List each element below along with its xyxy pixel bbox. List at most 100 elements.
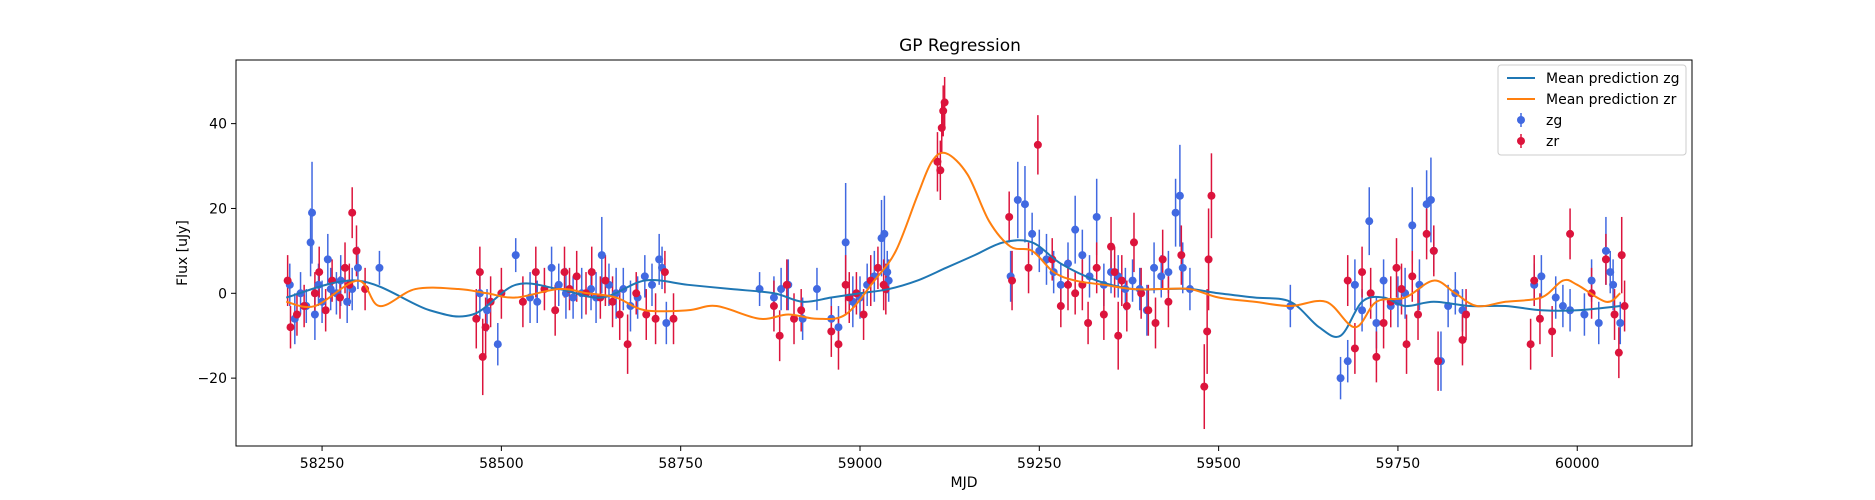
y-tick-label: 20 <box>209 201 227 217</box>
plot-frame <box>235 59 1693 447</box>
x-tick-label: 59500 <box>1196 456 1241 472</box>
legend-box <box>1497 64 1687 156</box>
legend: Mean prediction zg Mean prediction zr zg… <box>1497 64 1687 156</box>
data-point-zr <box>1526 340 1535 349</box>
data-point-zr <box>1535 314 1544 323</box>
data-point-zr <box>286 323 295 332</box>
data-point-zg <box>310 310 319 319</box>
data-point-zg <box>547 263 556 272</box>
data-point-zr <box>1203 327 1212 336</box>
data-point-zr <box>531 268 540 277</box>
data-point-zg <box>655 255 664 264</box>
data-point-zg <box>1365 217 1374 226</box>
data-point-zr <box>1008 276 1017 285</box>
chart-title: GP Regression <box>899 36 1021 56</box>
data-point-zr <box>587 268 596 277</box>
data-point-zr <box>478 352 487 361</box>
data-point-zg <box>769 293 778 302</box>
data-point-zr <box>1458 335 1467 344</box>
data-point-zr <box>1422 229 1431 238</box>
data-point-zr <box>827 327 836 336</box>
data-point-zr <box>608 297 617 306</box>
data-point-zr <box>873 263 882 272</box>
data-point-zr <box>321 306 330 315</box>
data-point-zg <box>1408 221 1417 230</box>
data-point-zr <box>572 272 581 281</box>
data-point-zr <box>1200 382 1209 391</box>
data-point-zg <box>375 263 384 272</box>
data-point-zr <box>1392 263 1401 272</box>
data-point-zr <box>937 123 946 132</box>
data-point-zg <box>880 229 889 238</box>
data-point-zr <box>481 323 490 332</box>
data-point-zr <box>1462 310 1471 319</box>
data-point-zr <box>283 276 292 285</box>
data-point-zg <box>1078 251 1087 260</box>
data-point-zr <box>352 246 361 255</box>
x-tick-label: 60000 <box>1555 456 1600 472</box>
data-point-zr <box>348 208 357 217</box>
data-point-zg <box>1128 276 1137 285</box>
data-point-zr <box>1071 289 1080 298</box>
data-point-zg <box>648 280 656 289</box>
data-point-zg <box>1028 229 1037 238</box>
data-point-zg <box>511 251 520 260</box>
data-point-zr <box>790 314 799 323</box>
data-point-zr <box>1402 340 1411 349</box>
legend-label-mean-zr: Mean prediction zr <box>1546 92 1677 108</box>
data-point-zg <box>1426 195 1435 204</box>
x-tick-label: 58750 <box>658 456 703 472</box>
data-point-zr <box>1366 289 1375 298</box>
data-point-zr <box>632 289 641 298</box>
data-point-zr <box>1122 302 1131 311</box>
data-point-zg <box>1551 293 1560 302</box>
data-point-zg <box>1175 191 1184 200</box>
data-point-zr <box>1207 191 1216 200</box>
data-point-zg <box>306 238 315 247</box>
data-point-zr <box>1137 289 1146 298</box>
data-point-zr <box>551 306 560 315</box>
data-point-zr <box>1107 242 1116 251</box>
x-tick-label: 58500 <box>479 456 524 472</box>
data-point-zr <box>775 331 784 340</box>
data-point-zr <box>1129 238 1138 247</box>
data-point-zg <box>1164 268 1173 277</box>
data-point-zg <box>1558 302 1567 311</box>
data-point-zg <box>1171 208 1180 217</box>
mean-prediction-lines <box>285 151 1621 338</box>
data-point-zg <box>834 323 843 332</box>
data-point-zg <box>1609 280 1618 289</box>
data-point-zr <box>315 268 324 277</box>
data-point-zr <box>336 293 344 302</box>
data-point-zr <box>834 340 843 349</box>
data-point-zg <box>1601 246 1610 255</box>
data-point-zr <box>1056 302 1065 311</box>
y-tick-label: −20 <box>197 371 227 387</box>
data-point-zr <box>1177 251 1186 260</box>
data-point-zg <box>1013 195 1022 204</box>
legend-label-mean-zg: Mean prediction zg <box>1546 71 1680 87</box>
data-point-zr <box>1429 246 1438 255</box>
data-point-zr <box>1033 140 1042 149</box>
data-point-zg <box>1020 200 1029 209</box>
data-point-zg <box>1606 268 1615 277</box>
y-axis-ticks: −20 0 20 40 <box>197 117 236 387</box>
data-point-zr <box>518 297 527 306</box>
data-point-zg <box>812 285 821 294</box>
data-point-zg <box>1594 318 1603 327</box>
data-point-zr <box>1144 306 1153 315</box>
data-point-zr <box>669 314 678 323</box>
data-point-zr <box>341 263 350 272</box>
mean-prediction-line-zg <box>285 239 1621 338</box>
legend-marker-zg <box>1517 116 1525 124</box>
data-point-zr <box>1164 297 1173 306</box>
data-point-zr <box>1110 268 1119 277</box>
data-point-zg <box>1042 255 1051 264</box>
data-point-zr <box>1601 255 1610 264</box>
data-point-zr <box>1620 302 1629 311</box>
mean-prediction-line-zr <box>285 151 1621 329</box>
data-point-zg <box>323 255 332 264</box>
data-point-zr <box>1358 268 1367 277</box>
data-point-zg <box>1379 276 1388 285</box>
